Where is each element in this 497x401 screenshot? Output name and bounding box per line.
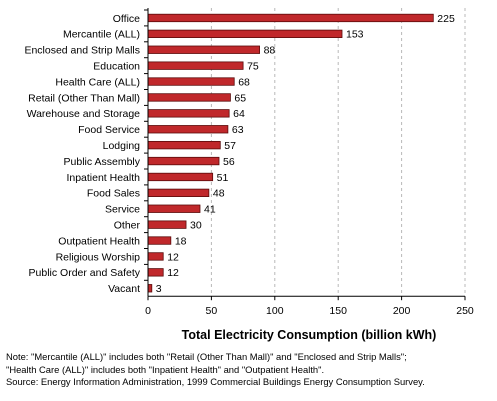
grid-lines — [210, 8, 466, 297]
category-label: Outpatient Health — [58, 235, 140, 247]
bar — [147, 45, 260, 54]
value-label: 18 — [175, 235, 187, 247]
bar — [147, 77, 235, 86]
bar — [147, 284, 153, 293]
bar — [147, 61, 244, 70]
category-label: Service — [105, 204, 140, 216]
value-label: 56 — [223, 156, 235, 168]
category-label: Public Assembly — [64, 156, 141, 168]
tick-labels: 0 50 100 150 200 250 — [145, 305, 474, 317]
value-label: 57 — [224, 140, 236, 152]
source-line: Source: Energy Information Administratio… — [6, 376, 425, 387]
value-label: 3 — [156, 283, 162, 295]
note-line-mercantile: Note: "Mercantile (ALL)" includes both "… — [6, 351, 407, 362]
x-tick-label: 50 — [206, 305, 218, 317]
bar — [147, 125, 229, 134]
bar-chart: Office Mercantile (ALL) Enclosed and Strip… — [24, 8, 474, 342]
value-label: 48 — [213, 188, 225, 200]
bar — [147, 109, 230, 118]
bar — [147, 236, 172, 245]
category-label: Religious Worship — [56, 251, 141, 263]
value-label: 64 — [233, 108, 245, 120]
category-label: Food Sales — [87, 188, 140, 200]
bar — [147, 172, 214, 182]
category-label: Vacant — [108, 283, 140, 295]
bar — [147, 93, 231, 102]
bar — [147, 156, 220, 166]
chart-notes: Note: "Mercantile (ALL)" includes both "… — [6, 351, 494, 389]
x-tick-label: 0 — [145, 305, 151, 317]
value-label: 30 — [190, 219, 202, 231]
value-label: 41 — [204, 204, 216, 216]
category-label: Public Order and Safety — [29, 267, 141, 279]
bar — [147, 252, 164, 261]
axes — [144, 8, 466, 301]
value-label: 88 — [264, 45, 276, 57]
value-label: 63 — [232, 124, 244, 136]
category-label: Retail (Other Than Mall) — [28, 92, 140, 104]
category-labels: Office Mercantile (ALL) Enclosed and Strip… — [24, 13, 140, 295]
bar — [147, 13, 434, 23]
bar — [147, 204, 201, 213]
value-label: 153 — [346, 29, 364, 41]
bars — [147, 13, 434, 293]
category-label: Food Service — [78, 124, 140, 136]
category-label: Other — [114, 219, 141, 231]
x-tick-label: 250 — [456, 305, 474, 317]
category-label: Inpatient Health — [66, 172, 140, 184]
value-label: 12 — [167, 251, 179, 263]
note-line-health-care: "Health Care (ALL)" includes both "Inpat… — [6, 363, 325, 375]
bar — [147, 188, 210, 198]
bar — [147, 140, 221, 150]
value-label: 65 — [234, 92, 246, 104]
category-label: Enclosed and Strip Malls — [24, 45, 140, 57]
x-tick-label: 100 — [266, 305, 284, 317]
value-label: 75 — [247, 60, 259, 72]
value-label: 12 — [167, 267, 179, 279]
bar — [147, 220, 187, 229]
category-label: Mercantile (ALL) — [63, 29, 140, 41]
category-label: Office — [113, 13, 140, 25]
x-tick-label: 200 — [393, 305, 411, 317]
bar — [147, 268, 164, 277]
value-label: 225 — [437, 13, 455, 25]
category-label: Lodging — [103, 140, 141, 152]
bar — [147, 29, 343, 39]
category-label: Warehouse and Storage — [27, 108, 141, 120]
category-label: Education — [93, 60, 140, 72]
x-axis-title: Total Electricity Consumption (billion k… — [182, 328, 437, 342]
x-tick-label: 150 — [329, 305, 347, 317]
value-label: 68 — [238, 76, 250, 88]
value-label: 51 — [217, 172, 229, 184]
category-label: Health Care (ALL) — [55, 76, 140, 88]
